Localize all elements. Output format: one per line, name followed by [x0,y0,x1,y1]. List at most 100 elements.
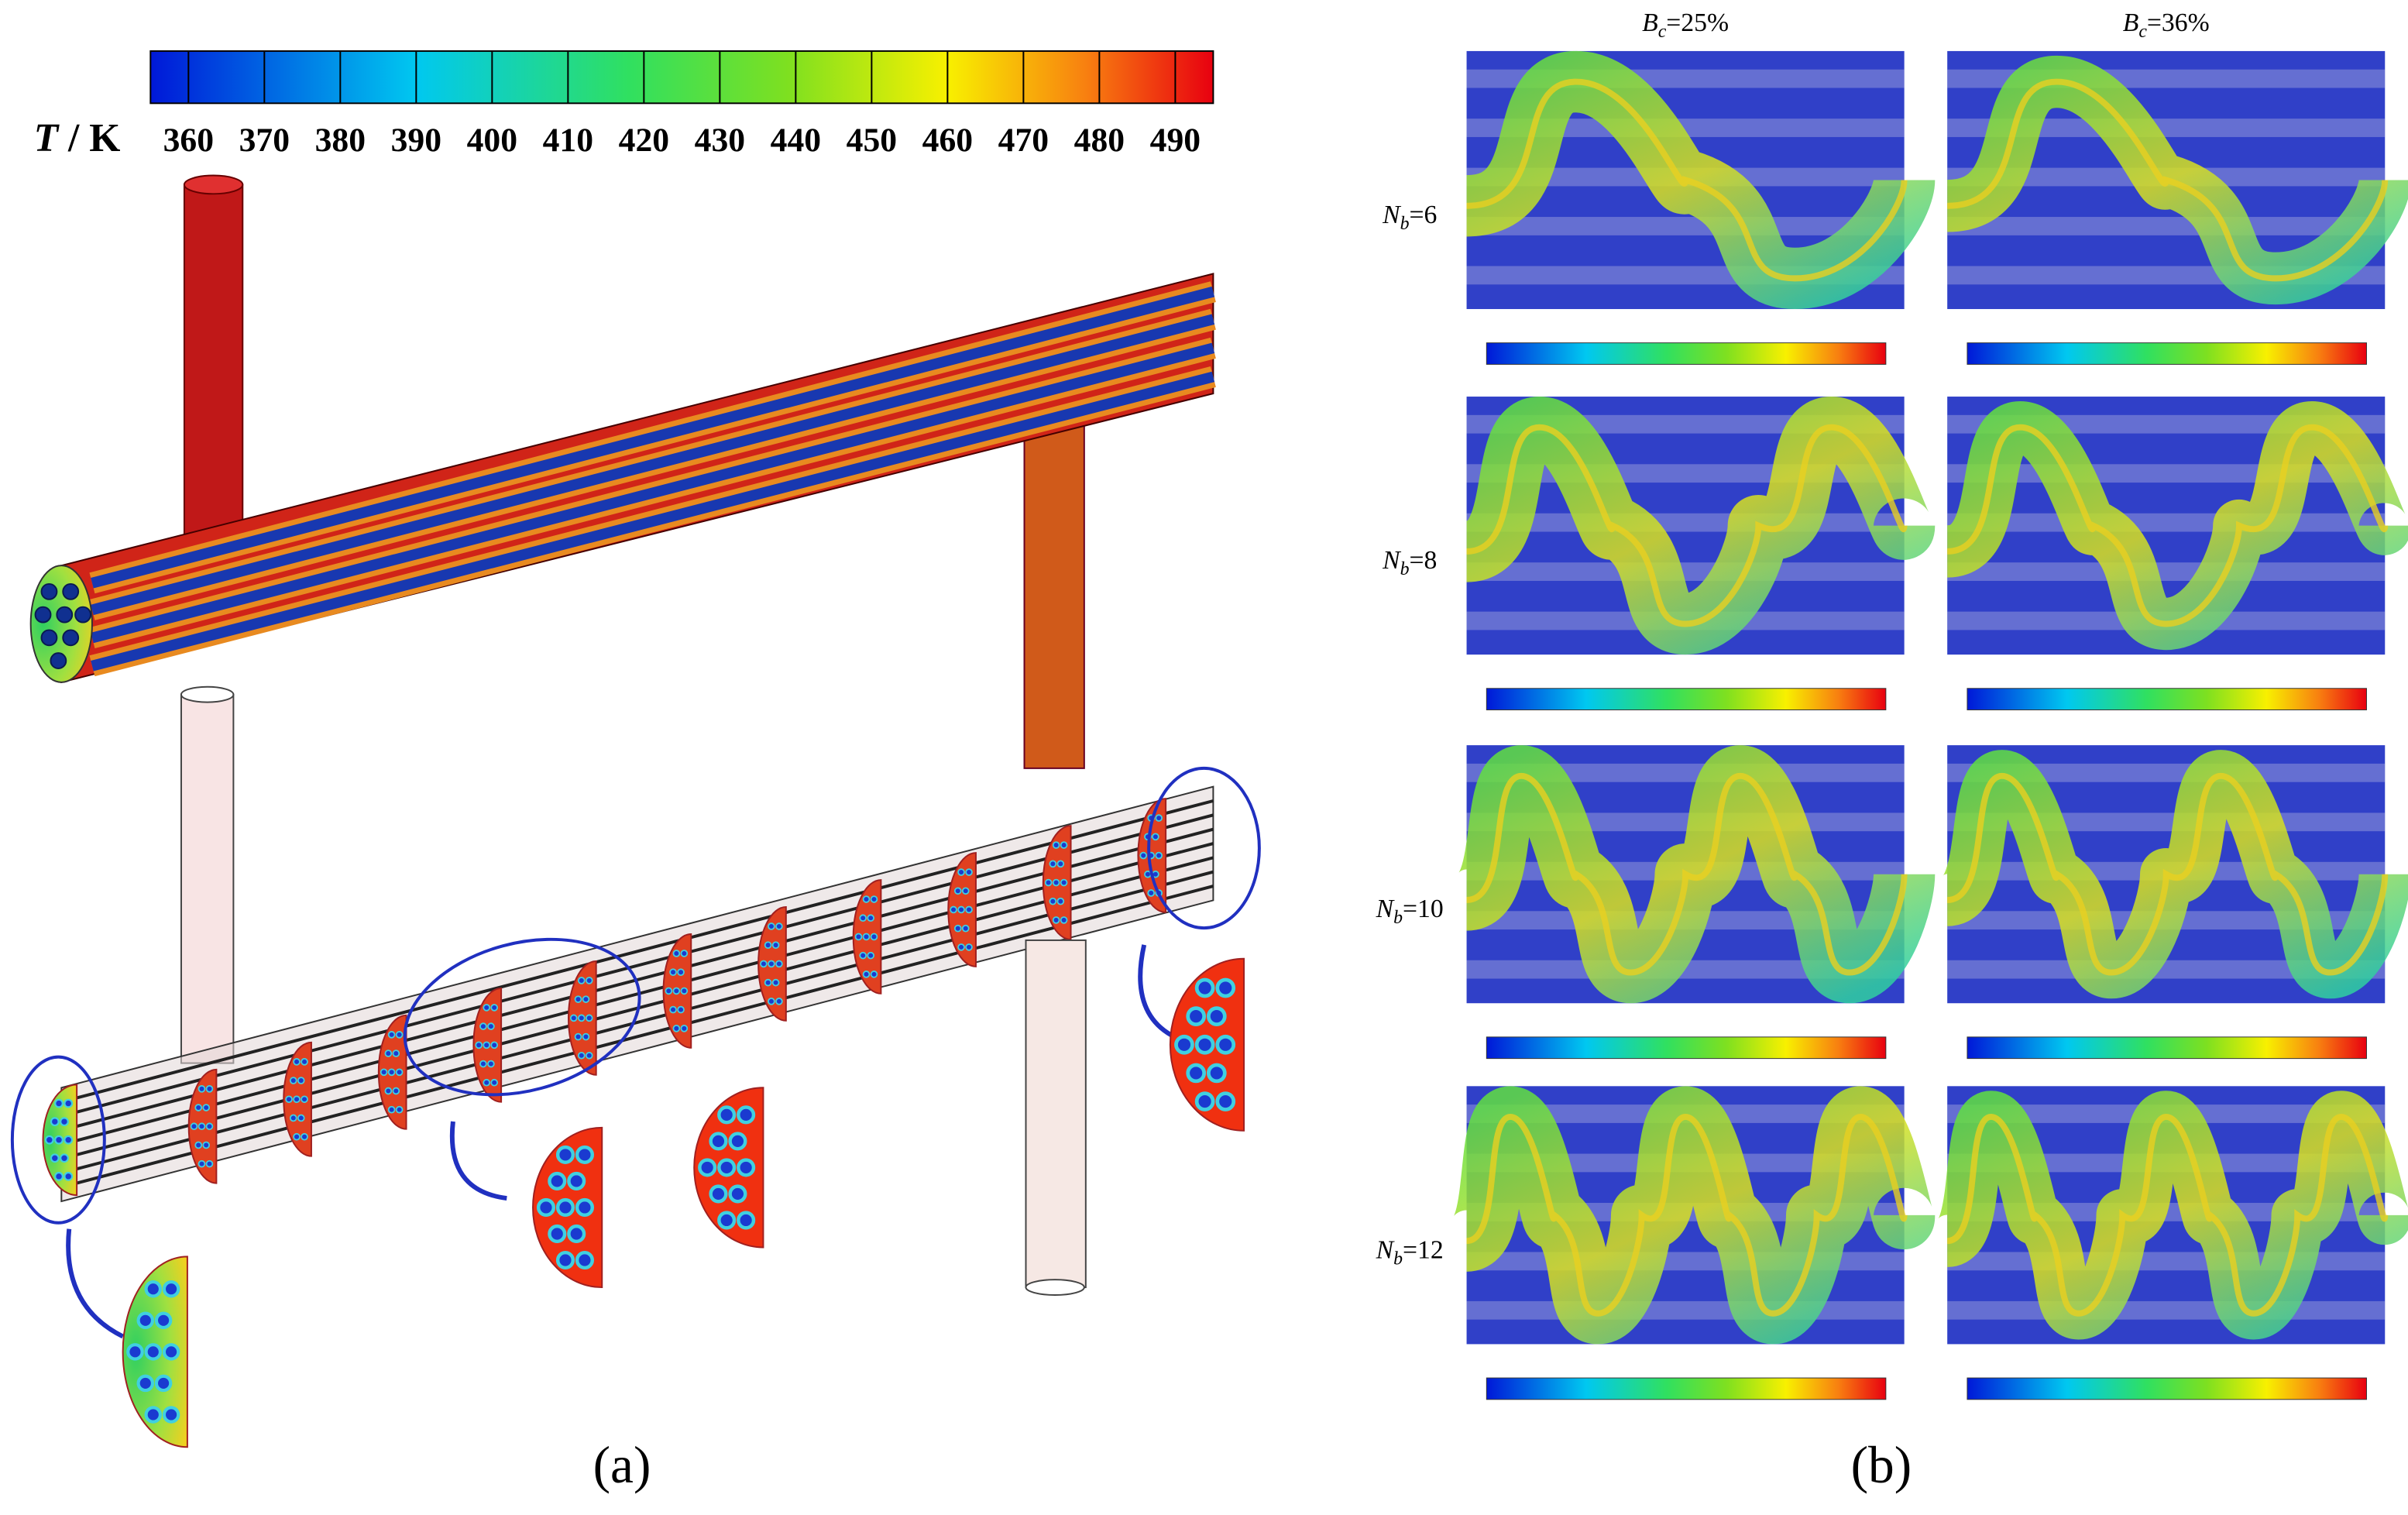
tube-section [950,905,957,914]
colorbar-tick-label: 450 [847,122,897,159]
tube-section [154,1311,173,1330]
tube-section [301,1058,308,1066]
tube-section [289,1114,297,1122]
symbol: B [1642,9,1658,37]
velocity-colorbar [1967,1377,2367,1400]
pipe [180,693,235,1064]
tube-section [870,970,878,978]
tube-section [669,968,677,976]
tube-section [862,933,871,941]
tube-section [144,1280,163,1298]
tube-section [64,1135,74,1145]
colorbar-tick-label: 430 [695,122,745,159]
tube-section [965,943,973,951]
tube-section [961,924,970,933]
baffle-band [1466,1300,1905,1320]
tube-section [728,1184,747,1204]
tube-section [737,1105,756,1125]
tube-section [1152,833,1159,841]
tube-section [490,1004,499,1012]
baffle-band [1466,217,1905,235]
tube-section [395,1105,404,1114]
tube-section [672,950,681,957]
tube-section [198,1084,206,1093]
streamline [1466,772,1908,976]
value: =8 [1409,546,1437,575]
symbol: N [1376,895,1396,923]
value: =6 [1409,201,1437,229]
subscript: c [2138,22,2147,42]
tube-section [709,1184,728,1204]
colorbar-tick-label: 470 [998,122,1049,159]
tube-section [965,905,973,914]
tube-section [585,1014,593,1022]
baffle-band [1466,119,1905,137]
tube [60,799,1214,1104]
colorbar-tick-label: 370 [239,122,290,159]
tube-section [672,1024,681,1032]
streamline [1946,772,2389,976]
subscript: b [1393,1249,1403,1269]
tube-section [483,1078,491,1087]
tube-section [54,1098,64,1108]
pipe-end [1025,1279,1085,1296]
tube-section [487,1060,495,1068]
tube-section [293,1095,301,1104]
tube-section [585,977,593,984]
tube-section [555,1250,575,1270]
tube-section [392,1050,400,1057]
tube-section [574,1032,582,1041]
tube-section [567,1224,586,1244]
tube-section [487,1022,495,1030]
tube-section [162,1406,180,1424]
tube-section [569,1014,578,1022]
streamline [1466,78,1908,282]
tube-section [728,1132,747,1151]
tube-section [483,1041,491,1050]
tube-section [665,987,673,995]
tube-section [54,1171,64,1181]
tube-section [737,1158,756,1177]
tube-section [1139,851,1148,860]
tube-section [154,1374,173,1393]
tube-section [953,887,962,895]
tube-section [483,1004,491,1012]
streamline [1946,1114,2389,1317]
tube-section [297,1114,305,1122]
subscript: c [1658,22,1667,42]
tube-section [395,1031,404,1039]
pipe-end [180,685,235,703]
panel-heading: Bc=36% [2123,9,2210,42]
tube-section [577,1051,586,1060]
subscript: b [1400,559,1410,579]
tube-section [293,1132,301,1141]
tube-section [555,1145,575,1164]
tube-section [1044,878,1053,887]
tube-section [548,1171,567,1190]
tube [60,813,1214,1118]
tube-section [717,1158,737,1177]
tube-section [1049,897,1057,905]
panel-heading: Nb=10 [1376,895,1444,928]
tube-section [582,995,590,1003]
tube-section [194,1141,203,1149]
pipe [183,184,244,542]
tube-section [698,1158,717,1177]
tube-section [490,1078,499,1087]
tube-section [717,1105,737,1125]
velocity-colorbar [1486,1036,1887,1060]
tube-section [162,1280,180,1298]
tube [91,314,1215,616]
tube-section [50,1153,60,1163]
tube-section [205,1159,214,1168]
tube-section [737,1211,756,1230]
streamline [1946,424,2389,627]
tube-section [677,1005,685,1014]
tube-section [384,1087,393,1095]
tube-end [40,582,58,600]
tube-section [202,1141,211,1149]
tube-section [574,995,582,1003]
tube-section [289,1077,297,1084]
value: =10 [1403,895,1444,923]
tube-section [1052,916,1060,924]
